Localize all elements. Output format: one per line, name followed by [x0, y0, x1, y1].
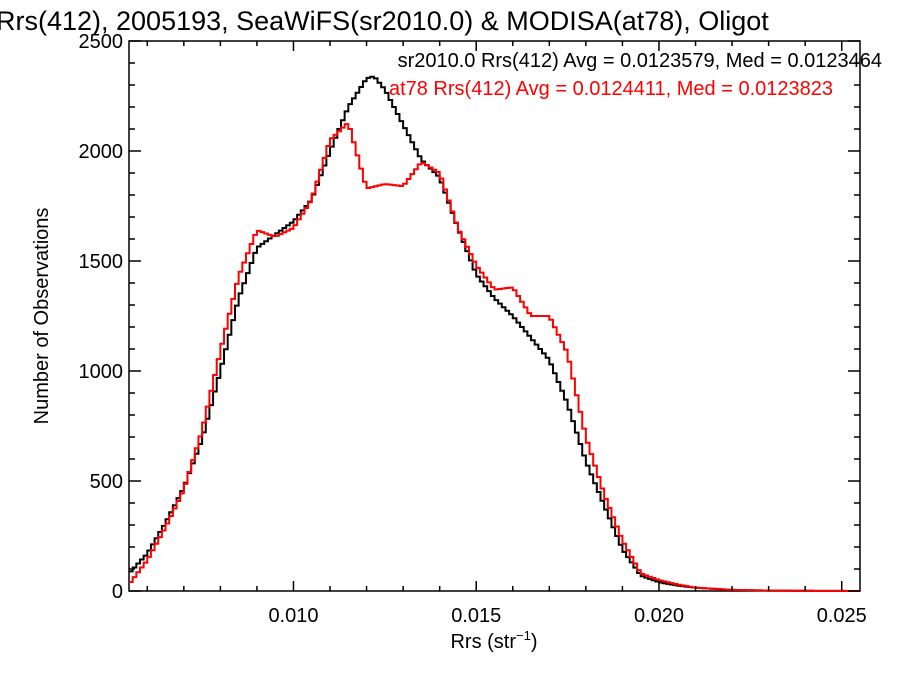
legend-entry-at78: at78 Rrs(412) Avg = 0.0124411, Med = 0.0… — [389, 78, 833, 100]
plot-frame — [128, 40, 861, 592]
y-tick-label: 0 — [112, 581, 123, 603]
chart-title: Rrs(412), 2005193, SeaWiFS(sr2010.0) & M… — [0, 6, 769, 36]
series-line-at78 — [129, 123, 860, 592]
x-tick-label: 0.010 — [268, 605, 318, 627]
x-axis-label-close: ) — [531, 631, 538, 653]
legend-entry-sr2010: sr2010.0 Rrs(412) Avg = 0.0123579, Med =… — [398, 50, 882, 72]
axis-ticks: 0.010 0.015 0.020 0.025 0 500 1000 1500 2000 2500 — [79, 31, 867, 627]
series-line-sr2010 — [129, 75, 860, 592]
y-tick-label: 500 — [90, 471, 123, 493]
series-layer — [129, 75, 860, 592]
x-axis-label-superscript: −1 — [516, 628, 531, 643]
x-tick-label: 0.020 — [634, 605, 684, 627]
x-axis-label-main: Rrs (str — [450, 631, 516, 653]
x-axis-label: Rrs (str−1) — [450, 628, 537, 653]
x-tick-label: 0.025 — [817, 605, 867, 627]
y-tick-label: 2000 — [79, 141, 124, 163]
y-tick-label: 1000 — [79, 361, 124, 383]
y-axis-label: Number of Observations — [31, 208, 53, 425]
x-tick-label: 0.015 — [451, 605, 501, 627]
y-tick-label: 2500 — [79, 31, 124, 53]
y-tick-label: 1500 — [79, 251, 124, 273]
